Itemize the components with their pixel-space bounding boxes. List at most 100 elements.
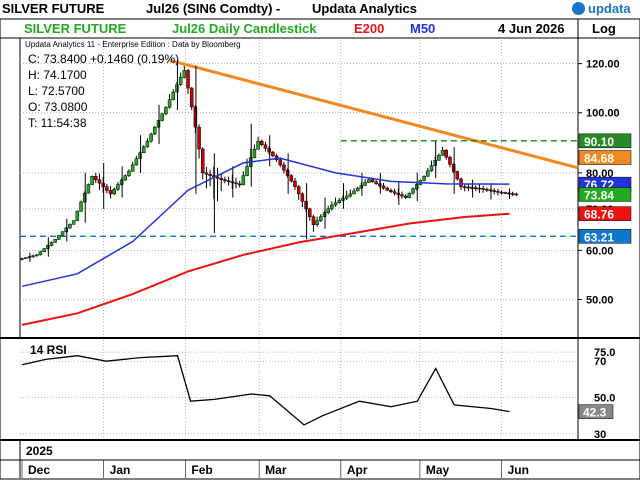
candle-body xyxy=(455,171,460,180)
candle-body xyxy=(105,186,109,191)
candle-body xyxy=(407,192,412,198)
candle-body xyxy=(79,201,83,212)
candle-body xyxy=(507,192,511,195)
candle-body xyxy=(71,220,76,225)
candle-body xyxy=(94,176,98,180)
ma50-label: M50 xyxy=(410,21,436,36)
month-label: Apr xyxy=(347,463,368,477)
candle-body xyxy=(42,248,46,252)
candle-body xyxy=(171,91,176,100)
rsi-value-tag: 42.3 xyxy=(583,406,607,420)
candle-body xyxy=(123,175,128,181)
candle-body xyxy=(208,173,212,176)
candle-body xyxy=(322,212,327,217)
title-bar: SILVER FUTURE Jul26 (SIN6 Comdty) - Upda… xyxy=(0,0,640,19)
candle-body xyxy=(97,179,102,184)
candle-body xyxy=(499,191,504,194)
candle-body xyxy=(234,182,238,185)
candle-body xyxy=(459,178,463,187)
candle-body xyxy=(433,160,437,166)
candle-body xyxy=(496,191,500,193)
candle-body xyxy=(75,210,80,221)
candle-body xyxy=(164,107,168,115)
candle-body xyxy=(134,158,139,166)
candle-body xyxy=(101,182,105,187)
price-tag: 90.10 xyxy=(578,133,632,149)
candle-body xyxy=(385,187,389,191)
candle-body xyxy=(444,150,448,158)
candle-body xyxy=(201,148,205,174)
candle-body xyxy=(230,181,235,184)
candle-body xyxy=(477,187,482,190)
candle-body xyxy=(389,189,393,192)
candle-body xyxy=(156,120,161,128)
price-tag: 68.76 xyxy=(578,206,632,222)
candle-body xyxy=(348,193,353,197)
candle-body xyxy=(226,180,231,183)
candle-body xyxy=(49,242,54,246)
candle-body xyxy=(296,186,301,195)
ma50-line xyxy=(21,157,510,288)
candle-body xyxy=(90,176,94,185)
info-low: L: 72.5700 xyxy=(28,84,85,98)
candle-body xyxy=(119,179,124,185)
candle-body xyxy=(256,140,260,150)
candle-body xyxy=(381,185,386,189)
candle-body xyxy=(392,191,397,194)
price-tag-box xyxy=(578,187,632,202)
candle-body xyxy=(285,169,290,176)
candle-body xyxy=(186,70,190,89)
subheader-chart-desc: Jul26 Daily Candlestick xyxy=(172,21,317,36)
month-label: Feb xyxy=(191,463,212,477)
price-tag-box xyxy=(578,206,632,221)
candle-body xyxy=(437,155,441,161)
candle-body xyxy=(53,239,57,243)
price-tag: 84.68 xyxy=(578,150,632,166)
candle-body xyxy=(38,251,43,256)
candle-body xyxy=(514,193,519,196)
subheader-name: SILVER FUTURE xyxy=(24,21,127,36)
price-tag-box xyxy=(578,150,632,165)
candle-body xyxy=(337,200,342,203)
candle-body xyxy=(300,193,305,202)
scale-label: Log xyxy=(592,21,616,36)
candle-body xyxy=(193,106,198,128)
candle-body xyxy=(355,187,360,192)
candle-body xyxy=(86,184,91,194)
ema200-label: E200 xyxy=(354,21,385,36)
candle-body xyxy=(112,188,116,195)
candle-body xyxy=(307,208,312,217)
updata-logo-icon xyxy=(572,2,585,15)
candle-body xyxy=(367,179,371,183)
candle-body xyxy=(46,245,50,249)
candle-body xyxy=(219,178,223,180)
candle-body xyxy=(215,176,220,179)
candle-body xyxy=(245,166,249,176)
candle-body xyxy=(263,144,268,149)
candle-body xyxy=(341,198,345,201)
candle-body xyxy=(492,190,496,192)
candle-body xyxy=(481,188,485,190)
candle-body xyxy=(448,156,452,165)
candle-body xyxy=(440,150,445,156)
candle-body xyxy=(153,126,157,135)
info-open: O: 73.0800 xyxy=(28,100,88,114)
candle-body xyxy=(68,224,72,229)
candle-body xyxy=(31,255,35,258)
candle-body xyxy=(149,133,153,142)
chart-date: 4 Jun 2026 xyxy=(498,21,565,36)
candle-body xyxy=(57,235,61,240)
candle-body xyxy=(108,189,113,195)
candle-body xyxy=(223,179,227,181)
candle-body xyxy=(474,187,478,189)
candle-body xyxy=(23,257,28,259)
candle-body xyxy=(485,188,489,191)
candle-body xyxy=(64,227,69,232)
candle-body xyxy=(429,165,434,172)
contract-title: Jul26 (SIN6 Comdty) - xyxy=(146,1,281,16)
info-high: H: 74.1700 xyxy=(28,68,87,82)
ema200-line xyxy=(21,212,510,326)
candle-body xyxy=(182,70,187,78)
candle-body xyxy=(315,220,319,225)
